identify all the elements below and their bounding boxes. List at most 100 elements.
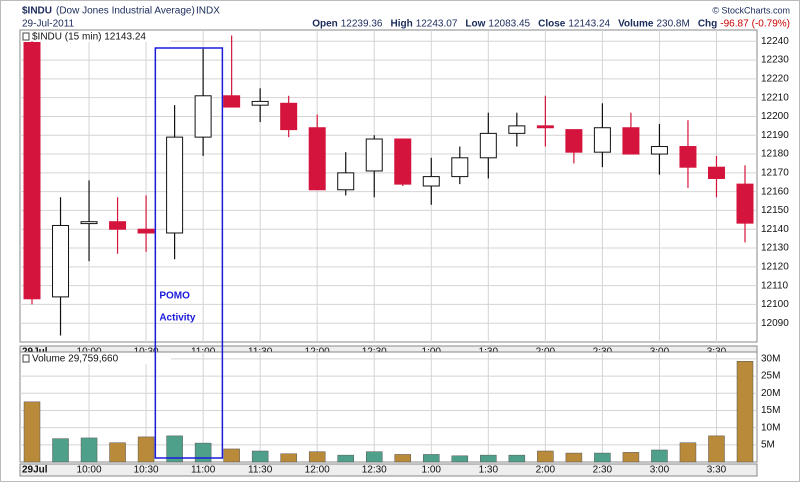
volume-bar [394,454,412,463]
y-tick-label: 12110 [761,280,789,291]
candle-body [736,183,754,224]
annotation-text: POMO [159,291,190,302]
volume-bar [622,452,640,463]
volume-bar [194,442,212,463]
candle-body [451,157,469,178]
annotation-text: Activity [159,313,196,324]
volume-bar [109,442,126,463]
x-tick-label: 1:00 [422,465,442,476]
volume-bar [537,450,554,463]
volume-bar [80,437,98,463]
y-tick-label: 5M [761,439,775,450]
candle-body [251,100,269,106]
volume-bar [223,448,240,463]
volume-bar [308,451,326,463]
y-tick-label: 12170 [761,167,789,178]
y-tick-label: 12180 [761,149,789,160]
y-tick-label: 12220 [761,74,789,85]
candle-body [52,224,70,298]
plot-area [19,351,758,463]
y-tick-label: 15M [761,405,780,416]
volume-bar [337,454,354,463]
candle-body [223,95,241,108]
candle-body [308,127,326,191]
stat: Volume [618,19,654,30]
y-tick-label: 12210 [761,92,789,103]
panel-icon [22,354,30,363]
stat: 12239.36 [341,19,383,30]
x-tick-label: 11:30 [248,465,273,476]
x-tick-label: 10:00 [77,465,102,476]
y-tick-label: 12160 [761,186,789,197]
candle-body [166,136,184,234]
candle-body [365,138,383,172]
candle-body [80,221,98,225]
x-tick-label: 3:00 [650,465,670,476]
candle-body [536,125,554,129]
y-tick-label: 25M [761,371,780,382]
x-tick-label: 1:30 [479,465,499,476]
volume-bar [423,454,440,463]
symbol-name: (Dow Jones Industrial Average) [56,6,195,17]
y-tick-label: 12200 [761,111,789,122]
candle-body [479,132,497,159]
y-tick-label: 20M [761,388,780,399]
panel-title: Volume 29,759,660 [32,354,119,365]
y-tick-label: 10M [761,422,780,433]
panel-icon [22,32,30,41]
exchange: INDX [196,6,220,17]
candle-body [337,172,355,191]
stat: -96.87 [720,19,749,30]
y-tick-label: 12100 [761,299,789,310]
volume-bar [365,451,383,463]
volume-bar [708,435,725,463]
y-tick-label: 12230 [761,55,789,66]
candle-body [194,95,212,138]
candle-body [137,228,155,234]
volume-bar [166,435,183,463]
volume-bar [280,453,297,463]
y-tick-label: 12120 [761,261,789,272]
y-tick-label: 12140 [761,224,789,235]
candle-body [508,125,526,134]
volume-bar [679,442,697,463]
volume-bar [251,450,269,463]
x-tick-label: 2:00 [536,465,556,476]
candle-body [679,146,697,168]
candle-body [422,176,440,187]
x-tick-label: 2:30 [593,465,613,476]
stat: High [390,19,412,30]
volume-bar [736,361,754,463]
stat: Open [312,19,338,30]
x-tick-label: 10:30 [134,465,159,476]
panel-title: $INDU (15 min) 12143.24 [32,32,146,43]
volume-bar [480,454,497,463]
volume-bar [23,401,41,463]
stat: 230.8M [656,19,689,30]
copyright: © StockCharts.com [712,5,790,15]
y-tick-label: 12090 [761,318,789,329]
x-tick-label: 11:00 [191,465,216,476]
volume-bar [137,436,155,463]
stat: 12143.24 [568,19,610,30]
candle-body [707,166,725,179]
y-tick-label: 30M [761,354,780,365]
candle-body [622,127,640,155]
annotation-box [154,47,224,459]
candle-body [109,221,127,230]
y-tick-label: 12240 [761,36,789,47]
date: 29-Jul-2011 [22,19,75,30]
y-tick-label: 12130 [761,243,789,254]
stat: Chg [698,19,717,30]
x-tick-label: 29Jul [22,465,48,476]
candle-body [565,129,583,153]
panel-title-bg [21,31,171,42]
candle-body [650,146,668,155]
candle-body [280,102,298,131]
x-tick-label: 12:00 [305,465,330,476]
candle-body [394,138,412,185]
y-tick-label: 12190 [761,130,789,141]
